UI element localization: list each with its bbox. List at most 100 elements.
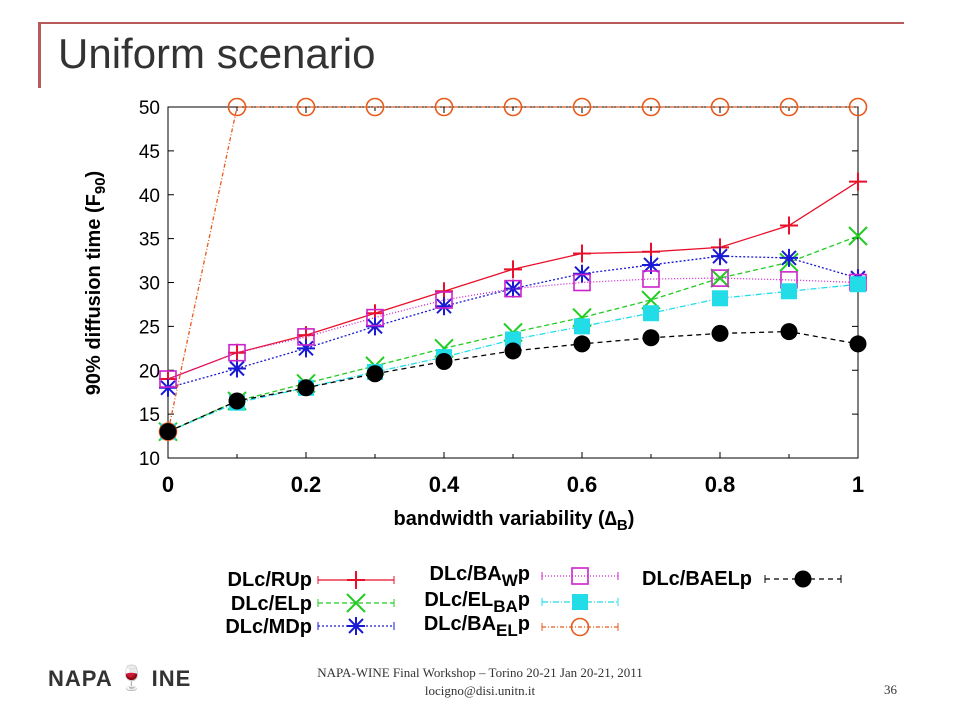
data-point [297, 379, 315, 397]
y-tick-label: 10 [139, 449, 160, 470]
legend-entry: DLc/BAELp [642, 568, 842, 590]
data-point [435, 297, 453, 316]
footer-workshop: NAPA-WINE Final Workshop – Torino 20-21 … [317, 665, 643, 680]
data-point [228, 343, 246, 362]
data-point [366, 365, 384, 383]
legend-label: DLc/MDp [225, 616, 312, 638]
data-point [848, 226, 868, 246]
y-axis-label: 90% diffusion time (F90) [83, 171, 109, 395]
x-tick-label: 1 [852, 472, 864, 497]
legend-marker [347, 571, 365, 589]
data-point [849, 335, 867, 353]
data-point [572, 97, 592, 117]
legend-entry: DLc/ELp [231, 593, 395, 615]
data-point [228, 392, 246, 410]
legend-label: DLc/BAELp [642, 568, 752, 590]
data-point [227, 97, 247, 117]
y-tick-label: 45 [139, 142, 160, 163]
y-tick-label: 40 [139, 186, 160, 207]
series-line [167, 235, 859, 433]
data-point [435, 291, 453, 309]
y-tick-label: 50 [139, 98, 160, 119]
data-point [159, 370, 177, 388]
series-dlc-rup [159, 172, 867, 389]
data-point [850, 276, 866, 293]
data-point [642, 329, 660, 347]
data-point [780, 323, 798, 341]
data-point [365, 97, 385, 117]
data-point [573, 335, 591, 353]
legend-label: DLc/RUp [228, 569, 312, 591]
data-point [297, 339, 315, 358]
title-accent-vertical [38, 22, 41, 88]
series-line [167, 277, 859, 380]
data-point [849, 172, 867, 191]
legend-marker [571, 567, 589, 585]
data-point [573, 244, 591, 263]
data-point [711, 324, 729, 342]
logo-text-right: INE [151, 665, 192, 691]
data-point [781, 283, 797, 300]
legend-entry: DLc/BAWp [430, 563, 619, 590]
data-point [366, 308, 384, 327]
legend-entry: DLc/RUp [228, 569, 395, 591]
data-point [574, 318, 590, 335]
legend-entry: DLc/BAELp [424, 613, 619, 640]
data-point [228, 343, 246, 362]
data-point [504, 342, 522, 360]
y-tick-label: 35 [139, 230, 160, 251]
legend-entry: DLc/MDp [225, 616, 395, 638]
series-dlc-baelp [159, 323, 867, 441]
logo-text-left: NAPA [48, 665, 113, 691]
series-line [167, 283, 859, 433]
legend-marker [794, 570, 812, 588]
data-point [711, 247, 729, 266]
data-point [573, 273, 591, 292]
legend-marker [346, 593, 366, 613]
footer-email: locigno@disi.unitn.it [424, 683, 536, 698]
data-point [228, 359, 246, 378]
data-point [780, 216, 798, 235]
slide-title: Uniform scenario [58, 30, 376, 77]
data-point [780, 248, 798, 267]
x-axis-label: bandwidth variability (∆B) [394, 508, 635, 534]
data-point [642, 255, 660, 274]
x-tick-label: 0.2 [291, 472, 322, 497]
napa-wine-logo: NAPA 🍷 INE [48, 664, 191, 693]
data-point [297, 328, 315, 346]
legend-marker [347, 617, 365, 635]
legend-marker [570, 617, 590, 637]
legend-entry: DLc/ELBAp [424, 589, 619, 616]
data-point [504, 260, 522, 279]
data-point [435, 352, 453, 370]
data-point [504, 279, 522, 298]
y-tick-label: 20 [139, 361, 160, 382]
data-point [642, 270, 660, 288]
data-point [159, 423, 177, 441]
title-accent-horizontal [38, 22, 904, 24]
data-point [503, 97, 523, 117]
x-tick-label: 0.4 [429, 472, 460, 497]
data-point [711, 269, 729, 287]
data-point [641, 97, 661, 117]
legend-label: DLc/BAELp [424, 613, 530, 640]
legend-label: DLc/ELBAp [424, 589, 530, 616]
data-point [710, 97, 730, 117]
x-tick-label: 0.6 [567, 472, 598, 497]
data-point [779, 97, 799, 117]
x-tick-label: 0.8 [705, 472, 736, 497]
wine-glass-logo-icon: 🍷 [116, 665, 148, 692]
series-dlc-ba-elp [158, 97, 868, 441]
y-tick-label: 25 [139, 317, 160, 338]
legend-label: DLc/ELp [231, 593, 312, 615]
data-point [712, 290, 728, 307]
y-tick-label: 30 [139, 274, 160, 295]
data-point [848, 97, 868, 117]
legend-marker [572, 594, 588, 610]
x-tick-label: 0 [162, 472, 174, 497]
series-line [167, 330, 859, 433]
series-line [167, 106, 858, 432]
data-point [434, 97, 454, 117]
page-number: 36 [884, 682, 897, 697]
